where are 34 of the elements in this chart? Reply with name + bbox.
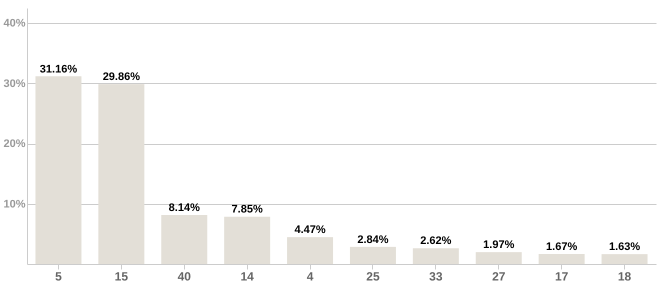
data-label: 1.97%: [483, 239, 515, 252]
data-label: 8.14%: [168, 202, 200, 214]
bar: [287, 237, 334, 264]
x-tick-label: 40: [178, 270, 192, 284]
bar: [224, 216, 270, 264]
x-tick-label: 4: [306, 270, 314, 284]
bar: [476, 252, 522, 264]
y-tick-label: 20%: [3, 138, 26, 150]
bar: [161, 214, 208, 264]
x-tick-label: 5: [55, 270, 62, 284]
data-label: 7.85%: [232, 204, 263, 216]
x-tick-label: 27: [492, 270, 506, 284]
x-tick-label: 18: [618, 270, 632, 284]
y-tick-label: 30%: [3, 78, 26, 90]
data-label: 1.63%: [608, 241, 640, 254]
bar: [412, 248, 459, 264]
bar: [98, 84, 144, 264]
data-label: 2.84%: [357, 234, 389, 246]
y-tick-label: 10%: [3, 198, 26, 210]
bar: [350, 246, 396, 264]
x-tick-label: 33: [429, 270, 443, 284]
x-tick-label: 17: [554, 270, 569, 284]
data-label: 4.47%: [294, 224, 326, 236]
bar: [538, 254, 585, 264]
data-label: 1.67%: [546, 240, 578, 253]
data-label: 31.16%: [40, 63, 78, 76]
x-tick-label: 25: [366, 270, 380, 284]
data-label: 2.62%: [420, 235, 452, 248]
x-tick-label: 14: [240, 270, 254, 284]
bar: [602, 254, 648, 264]
x-tick-label: 15: [114, 270, 128, 284]
data-label: 29.86%: [102, 71, 140, 84]
y-tick-label: 40%: [3, 18, 26, 30]
bar: [35, 76, 82, 264]
